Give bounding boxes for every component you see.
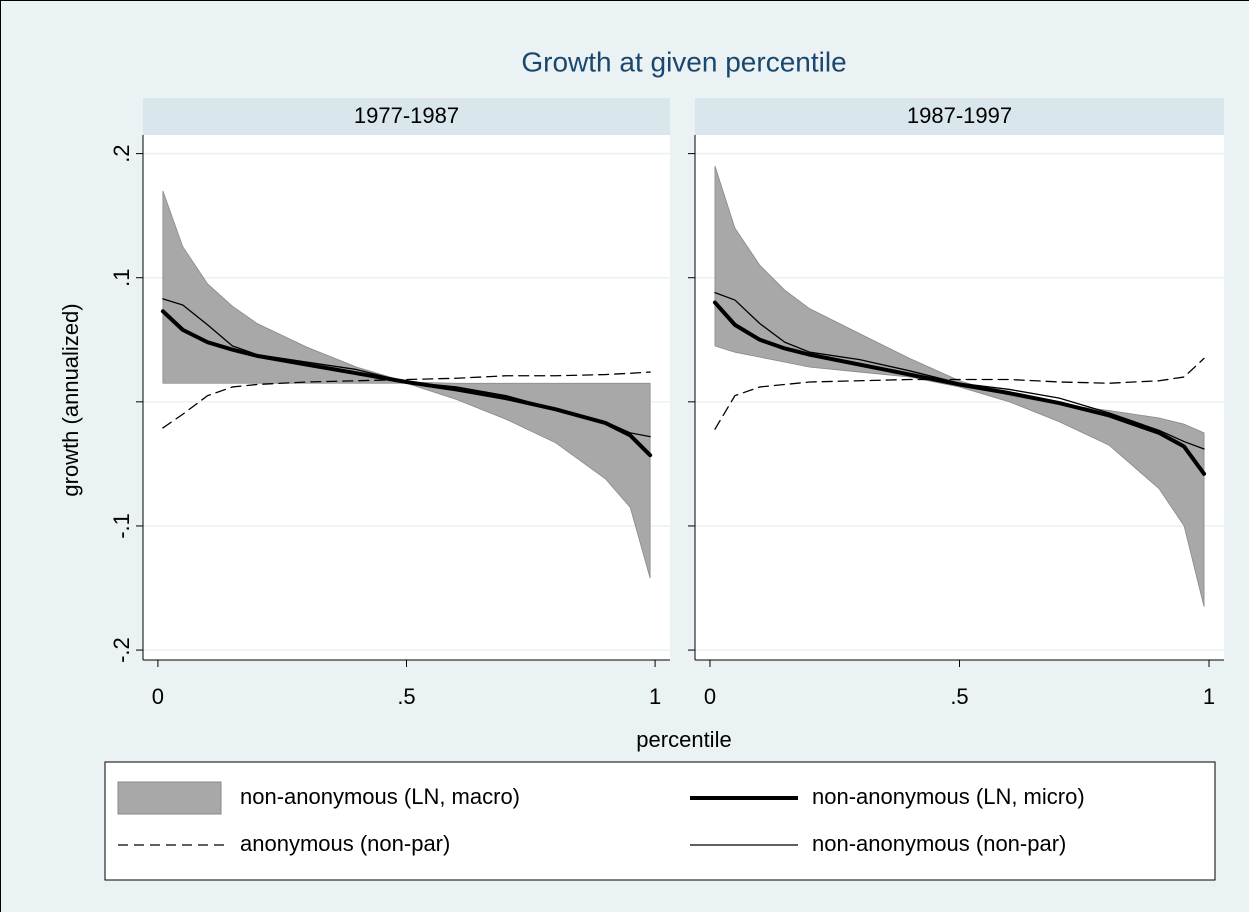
y-tick-label: -.2	[109, 637, 134, 663]
line	[162, 371, 651, 429]
line	[162, 298, 651, 438]
panel-title: 1987-1997	[907, 103, 1012, 128]
panel-header	[143, 98, 670, 135]
x-axis-label: percentile	[636, 727, 731, 752]
chart-title: Growth at given percentile	[521, 46, 846, 77]
legend-label: non-anonymous (LN, micro)	[812, 784, 1085, 809]
x-tick-label: 0	[152, 684, 164, 709]
y-tick-label: -.1	[109, 513, 134, 539]
x-tick-label: .5	[397, 684, 415, 709]
legend-label: non-anonymous (non-par)	[812, 831, 1066, 856]
y-tick-label: .2	[109, 144, 134, 162]
line	[714, 291, 1205, 450]
legend-label: non-anonymous (LN, macro)	[240, 784, 520, 809]
plot-area	[695, 135, 1224, 660]
legend-label: anonymous (non-par)	[240, 831, 450, 856]
panel-header	[695, 98, 1224, 135]
legend-box	[104, 761, 1216, 881]
x-tick-label: 1	[649, 684, 661, 709]
legend-swatch	[117, 781, 222, 815]
band	[162, 190, 651, 579]
line	[714, 357, 1205, 430]
x-tick-label: 1	[1203, 684, 1215, 709]
x-tick-label: .5	[950, 684, 968, 709]
x-tick-label: 0	[704, 684, 716, 709]
y-tick-label: .1	[109, 269, 134, 287]
panel-title: 1977-1987	[354, 103, 459, 128]
line	[160, 309, 653, 458]
y-axis-label: growth (annualized)	[58, 303, 83, 496]
legend: non-anonymous (LN, macro) non-anonymous (…	[104, 761, 1216, 881]
